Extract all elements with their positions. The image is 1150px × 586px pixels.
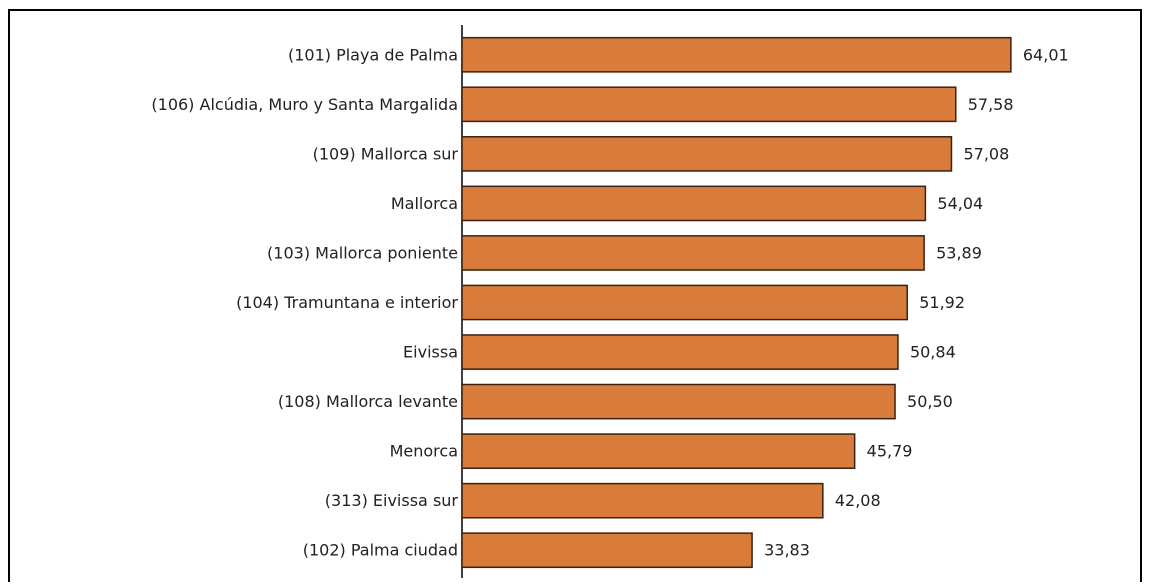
value-label: 50,84 (910, 343, 956, 362)
category-label: Menorca (390, 442, 458, 461)
value-label: 33,83 (764, 541, 810, 560)
value-label: 50,50 (907, 392, 953, 411)
bar (461, 235, 925, 271)
bar (461, 284, 908, 321)
bar (461, 383, 896, 420)
category-label: Mallorca (391, 194, 458, 213)
value-label: 45,79 (867, 442, 913, 461)
value-label: 57,08 (963, 144, 1009, 163)
category-label: (104) Tramuntana e interior (236, 293, 458, 312)
value-label: 51,92 (919, 293, 965, 312)
chart-frame (8, 9, 1142, 586)
bar (461, 36, 1012, 73)
value-label: 64,01 (1023, 45, 1069, 64)
category-label: (313) Eivissa sur (325, 491, 459, 510)
bar (461, 482, 824, 519)
bar (461, 433, 856, 469)
category-label: Eivissa (403, 343, 458, 362)
category-label: (106) Alcúdia, Muro y Santa Margalida (151, 95, 458, 114)
category-label: (102) Palma ciudad (303, 541, 458, 560)
category-label: (103) Mallorca poniente (267, 243, 458, 262)
bar (461, 185, 927, 222)
value-label: 42,08 (835, 491, 881, 510)
category-label: (108) Mallorca levante (278, 392, 458, 411)
bar (461, 86, 957, 123)
category-label: (101) Playa de Palma (288, 45, 458, 64)
value-label: 57,58 (968, 95, 1014, 114)
value-label: 53,89 (936, 243, 982, 262)
category-label: (109) Mallorca sur (313, 144, 459, 163)
bar (461, 532, 753, 569)
value-label: 54,04 (937, 194, 983, 213)
bar (461, 136, 953, 172)
bar (461, 334, 899, 370)
